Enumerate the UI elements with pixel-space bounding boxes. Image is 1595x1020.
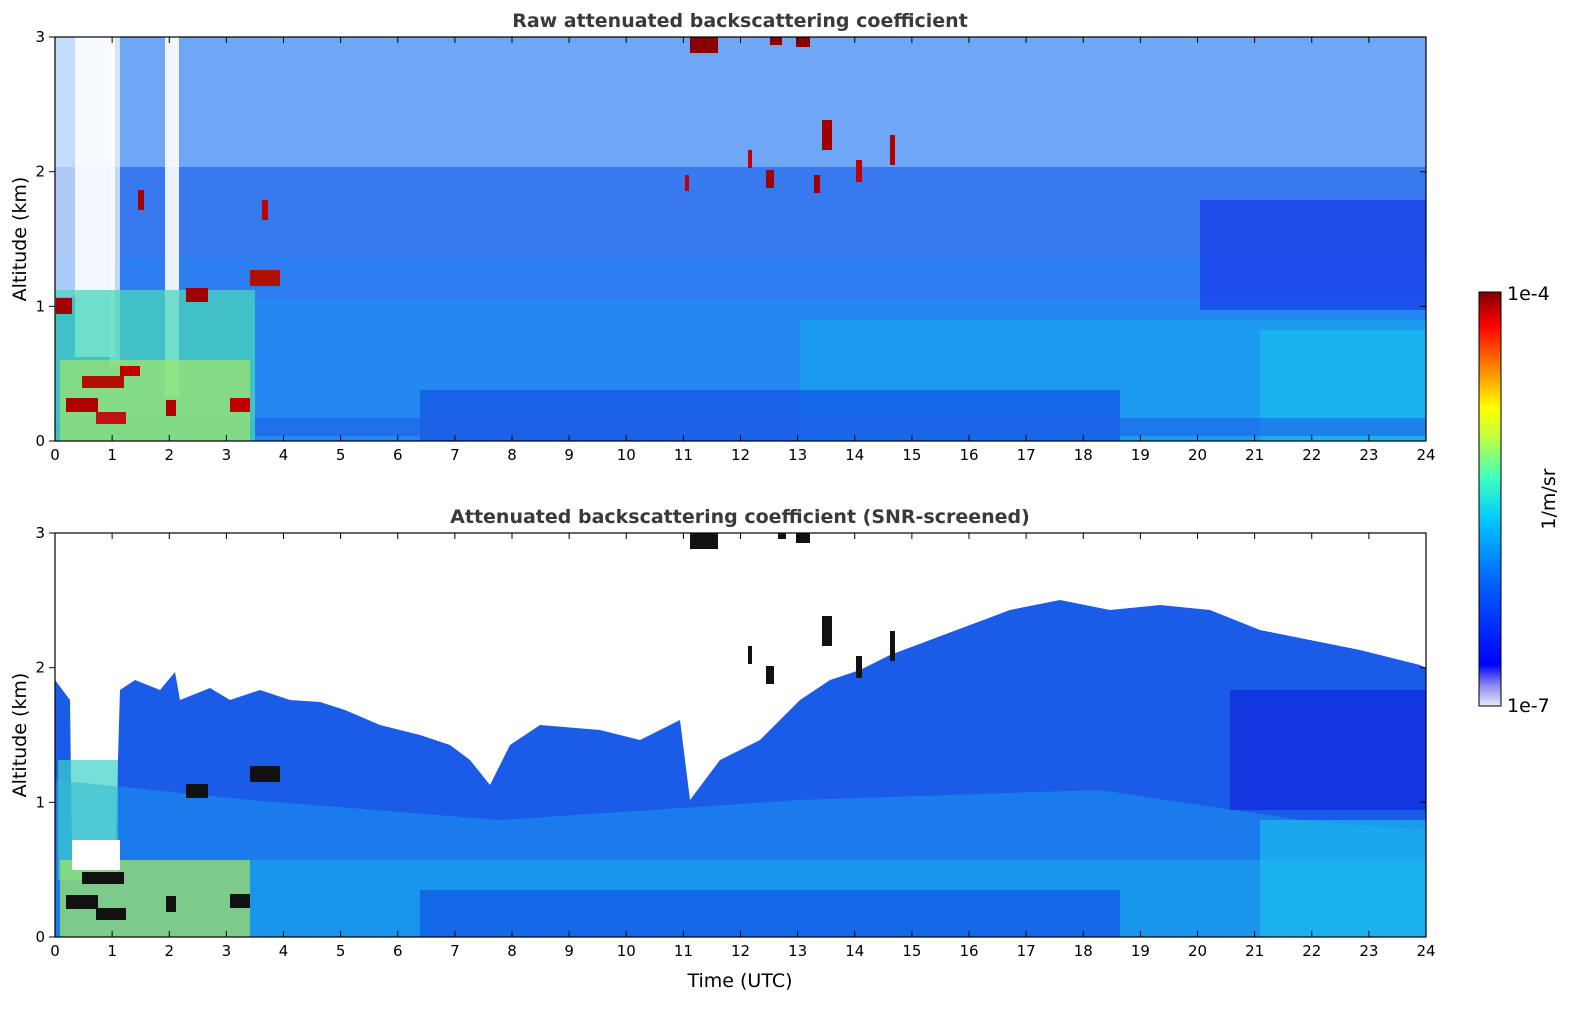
x-tick-label: 0 xyxy=(50,446,60,464)
x-axis-label: Time (UTC) xyxy=(686,970,792,992)
x-tick-label: 9 xyxy=(564,942,574,960)
x-tick-label: 12 xyxy=(731,446,750,464)
x-tick-label: 15 xyxy=(902,942,921,960)
raw-heatmap xyxy=(55,37,1426,441)
x-tick-label: 23 xyxy=(1359,942,1378,960)
x-tick-label: 11 xyxy=(674,942,693,960)
x-tick-label: 7 xyxy=(450,942,460,960)
y-tick-label: 2 xyxy=(35,659,45,677)
screened-heatmap xyxy=(55,533,1426,937)
x-tick-label: 1 xyxy=(107,446,117,464)
x-tick-label: 20 xyxy=(1188,446,1207,464)
panel-title: Attenuated backscattering coefficient (S… xyxy=(450,506,1030,528)
x-tick-label: 15 xyxy=(902,446,921,464)
y-axis-label: Altitude (km) xyxy=(9,673,31,798)
x-tick-label: 0 xyxy=(50,942,60,960)
x-tick-label: 16 xyxy=(959,446,978,464)
x-tick-label: 20 xyxy=(1188,942,1207,960)
x-tick-label: 12 xyxy=(731,942,750,960)
y-tick-label: 1 xyxy=(35,793,45,811)
x-axis: 0 1 2 3 4 5 6 7 8 9 10 11 12 13 14 15 16 17 18 19 20 21 22 23 24 xyxy=(50,37,1436,464)
x-tick-label: 19 xyxy=(1131,446,1150,464)
x-tick-label: 4 xyxy=(279,446,289,464)
x-tick-label: 13 xyxy=(788,446,807,464)
x-tick-label: 14 xyxy=(845,446,864,464)
x-tick-label: 2 xyxy=(164,446,174,464)
x-tick-label: 16 xyxy=(959,942,978,960)
screened-backscatter-panel: Attenuated backscattering coefficient (S… xyxy=(9,506,1436,992)
x-tick-label: 19 xyxy=(1131,942,1150,960)
y-tick-label: 3 xyxy=(35,28,45,46)
y-axis: 0 1 2 3 Altitude (km) xyxy=(9,524,1426,946)
y-tick-label: 0 xyxy=(35,432,45,450)
y-tick-label: 3 xyxy=(35,524,45,542)
y-tick-label: 0 xyxy=(35,928,45,946)
x-tick-label: 18 xyxy=(1074,446,1093,464)
x-tick-label: 17 xyxy=(1017,446,1036,464)
colorbar: 1e-4 1e-7 1/m/sr xyxy=(1478,283,1560,717)
x-tick-label: 10 xyxy=(617,446,636,464)
raw-backscatter-panel: Raw attenuated backscattering coefficien… xyxy=(9,10,1436,464)
x-tick-label: 24 xyxy=(1416,446,1435,464)
x-tick-label: 9 xyxy=(564,446,574,464)
colorbar-max-label: 1e-4 xyxy=(1507,283,1550,305)
panel-title: Raw attenuated backscattering coefficien… xyxy=(512,10,968,32)
y-tick-label: 1 xyxy=(35,297,45,315)
x-tick-label: 3 xyxy=(222,446,232,464)
y-axis: 0 1 2 3 Altitude (km) xyxy=(9,28,1426,450)
x-tick-label: 13 xyxy=(788,942,807,960)
x-tick-label: 21 xyxy=(1245,942,1264,960)
x-tick-label: 8 xyxy=(507,942,517,960)
x-tick-label: 18 xyxy=(1074,942,1093,960)
x-tick-label: 14 xyxy=(845,942,864,960)
x-tick-label: 6 xyxy=(393,942,403,960)
x-tick-label: 6 xyxy=(393,446,403,464)
x-tick-label: 4 xyxy=(279,942,289,960)
x-tick-label: 24 xyxy=(1416,942,1435,960)
x-tick-label: 17 xyxy=(1017,942,1036,960)
colorbar-min-label: 1e-7 xyxy=(1507,695,1550,717)
x-tick-label: 7 xyxy=(450,446,460,464)
colorbar-unit-label: 1/m/sr xyxy=(1538,468,1560,529)
x-tick-label: 5 xyxy=(336,942,346,960)
x-tick-label: 2 xyxy=(164,942,174,960)
x-tick-label: 23 xyxy=(1359,446,1378,464)
x-tick-label: 11 xyxy=(674,446,693,464)
x-tick-label: 8 xyxy=(507,446,517,464)
x-tick-label: 22 xyxy=(1302,446,1321,464)
colorbar-gradient xyxy=(1478,291,1502,707)
x-tick-label: 10 xyxy=(617,942,636,960)
x-tick-label: 22 xyxy=(1302,942,1321,960)
y-axis-label: Altitude (km) xyxy=(9,177,31,302)
x-axis: 0 1 2 3 4 5 6 7 8 9 10 11 12 13 14 15 16 17 18 19 20 21 22 23 24 xyxy=(50,533,1436,960)
x-tick-label: 21 xyxy=(1245,446,1264,464)
x-tick-label: 1 xyxy=(107,942,117,960)
x-tick-label: 5 xyxy=(336,446,346,464)
y-tick-label: 2 xyxy=(35,163,45,181)
x-tick-label: 3 xyxy=(222,942,232,960)
